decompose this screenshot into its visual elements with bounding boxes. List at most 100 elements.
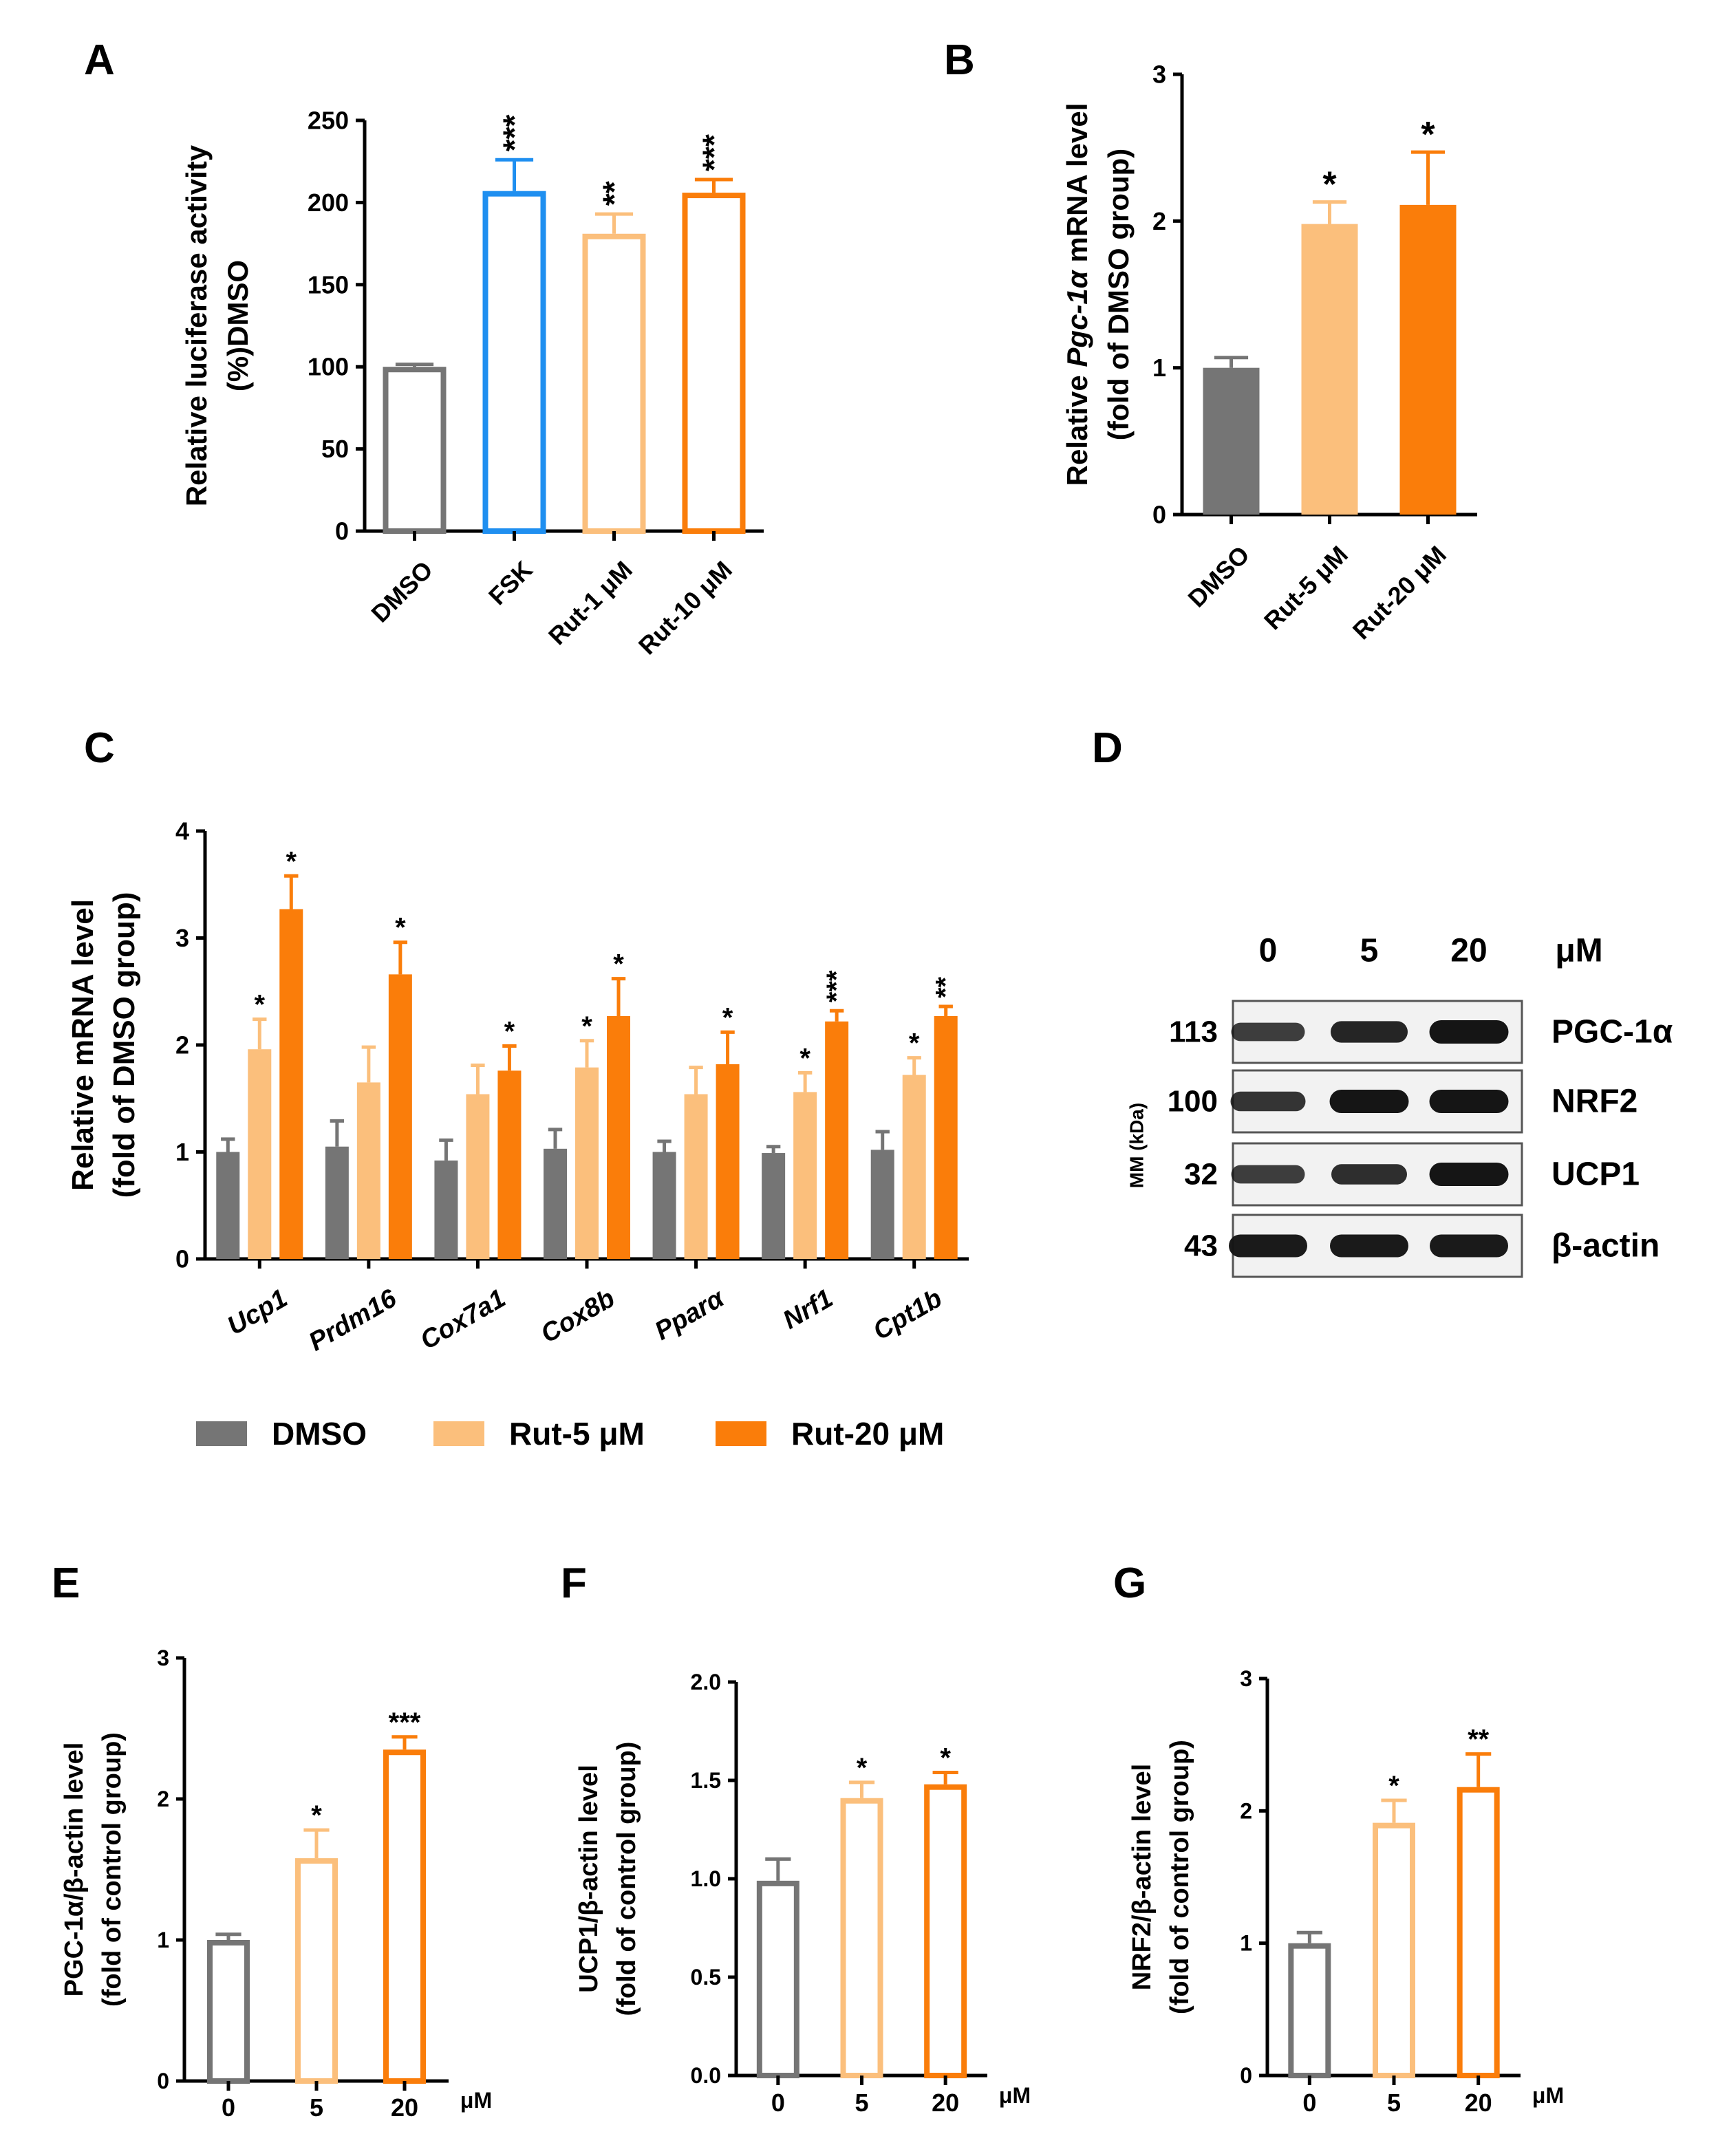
dose-label: 0: [1259, 933, 1278, 969]
y-label-line: (fold of control group): [612, 1742, 641, 2016]
y-label-line: (fold of DMSO group): [107, 892, 141, 1198]
y-label-segment: α: [1061, 269, 1093, 288]
bar: [716, 1064, 740, 1259]
bar: [762, 1153, 786, 1259]
y-tick-label: 0: [157, 2069, 169, 2093]
significance-mark: *: [581, 1011, 592, 1042]
bar: [383, 1749, 426, 2084]
x-tick-label: 0: [1302, 2089, 1316, 2117]
legend-label: Rut-20 μM: [791, 1416, 944, 1452]
y-tick-label: 3: [157, 1646, 169, 1670]
y-tick-label: 50: [321, 435, 349, 463]
y-label-segment: (fold of DMSO group): [1102, 149, 1135, 441]
significance-mark: *: [940, 1743, 951, 1774]
significance-mark: *: [1322, 165, 1337, 205]
bar: [207, 1940, 250, 2084]
protein-label: β-actin: [1551, 1228, 1660, 1264]
y-axis-label: Relative luciferase activity (%)DMSO: [180, 144, 254, 506]
y-tick-label: 1.5: [691, 1768, 721, 1793]
protein-band: [1329, 1090, 1409, 1113]
bar: [934, 1016, 958, 1259]
x-tick-label: 5: [310, 2093, 323, 2122]
y-axis-label: UCP1/β-actin level (fold of control group…: [575, 1742, 641, 2016]
legend-swatch: [433, 1421, 484, 1446]
y-tick-label: 3: [1152, 61, 1166, 89]
bar: [793, 1092, 817, 1259]
significance-mark: ***: [822, 970, 852, 1002]
x-tick-label: Rut-5 μM: [1258, 540, 1353, 635]
y-tick-label: 1: [1240, 1931, 1252, 1956]
y-axis-label: PGC-1α/β-actin level (fold of control gro…: [60, 1732, 127, 2007]
panel-letter: D: [1092, 724, 1123, 772]
x-tick-label: Cox8b: [536, 1284, 620, 1348]
y-label-line: (fold of control group): [98, 1732, 127, 2007]
y-tick-label: 250: [308, 107, 349, 135]
y-label-line: (fold of control group): [1166, 1740, 1194, 2014]
bar: [825, 1021, 849, 1259]
panel-letter: G: [1113, 1560, 1146, 1607]
y-label-line: Relative mRNA level: [66, 899, 100, 1191]
protein-band: [1331, 1021, 1408, 1043]
significance-mark: *: [722, 1002, 733, 1033]
y-tick-label: 0: [175, 1245, 189, 1273]
protein-band: [1429, 1163, 1509, 1186]
panel-letter: E: [52, 1560, 80, 1607]
y-axis-label: Relative Pgc-1α mRNA level (fold of DMSO …: [1061, 103, 1135, 486]
protein-label: PGC-1α: [1551, 1014, 1673, 1050]
significance-mark: ***: [696, 134, 732, 171]
bar: [575, 1067, 599, 1259]
y-tick-label: 1.0: [691, 1866, 721, 1891]
bar: [1457, 1787, 1500, 2079]
legend-swatch: [196, 1421, 247, 1446]
significance-mark: *: [286, 846, 297, 876]
x-unit-label: μM: [999, 2083, 1031, 2108]
chart-panel-e: E 0 1 2 3 PGC-1α/β-actin level (fold of contro…: [52, 1560, 492, 2122]
y-label-segment: Relative: [1061, 367, 1093, 486]
significance-mark: *: [395, 913, 406, 943]
panel-letter: C: [84, 724, 115, 772]
y-tick-label: 2: [157, 1787, 169, 1811]
significance-mark: *: [909, 1028, 920, 1059]
protein-band: [1429, 1020, 1509, 1044]
molecular-weight-label: 113: [1169, 1015, 1218, 1049]
x-tick-label: 20: [1465, 2089, 1492, 2117]
protein-band: [1230, 1091, 1306, 1112]
y-label-line: Relative luciferase activity: [180, 144, 213, 506]
y-tick-label: 2: [1240, 1798, 1252, 1823]
dose-label: 5: [1360, 933, 1379, 969]
y-tick-label: 2.0: [691, 1670, 721, 1694]
x-tick-label: Cpt1b: [868, 1284, 947, 1346]
x-tick-label: Rut-10 μM: [633, 555, 738, 660]
x-unit-label: μM: [1532, 2083, 1564, 2108]
y-tick-label: 0: [1152, 501, 1166, 529]
bar: [356, 1082, 380, 1259]
chart-panel-c: C 0 1 2 3 4 Relative mRNA level (fold of DMSO g…: [66, 724, 969, 1452]
y-tick-label: 0.0: [691, 2063, 721, 2088]
y-label-line: UCP1/β-actin level: [575, 1765, 603, 1993]
x-tick-label: 5: [1387, 2089, 1401, 2117]
y-label-line: (fold of DMSO group): [1102, 149, 1135, 441]
significance-mark: *: [1388, 1771, 1399, 1801]
y-tick-label: 1: [1152, 354, 1166, 382]
protein-band: [1331, 1164, 1407, 1185]
y-axis-label: Relative mRNA level (fold of DMSO group): [66, 892, 141, 1198]
x-tick-label: Ucp1: [223, 1284, 292, 1341]
bar: [902, 1075, 926, 1259]
significance-mark: *: [1421, 115, 1435, 155]
bar: [388, 974, 412, 1259]
protein-band: [1229, 1234, 1307, 1258]
y-axis-label: NRF2/β-actin level (fold of control group…: [1128, 1740, 1194, 2014]
protein-label: UCP1: [1551, 1156, 1640, 1193]
x-tick-label: Prdm16: [304, 1284, 402, 1357]
panel-letter: B: [944, 36, 975, 84]
bar: [544, 1148, 567, 1259]
y-tick-label: 2: [1152, 207, 1166, 235]
molecular-weight-label: 32: [1184, 1158, 1218, 1192]
significance-mark: *: [857, 1753, 868, 1783]
bar: [756, 1880, 799, 2079]
bar: [1203, 367, 1260, 515]
protein-band: [1330, 1234, 1408, 1258]
y-tick-label: 0: [335, 517, 349, 546]
legend-label: DMSO: [272, 1416, 367, 1452]
significance-mark: **: [597, 181, 632, 206]
